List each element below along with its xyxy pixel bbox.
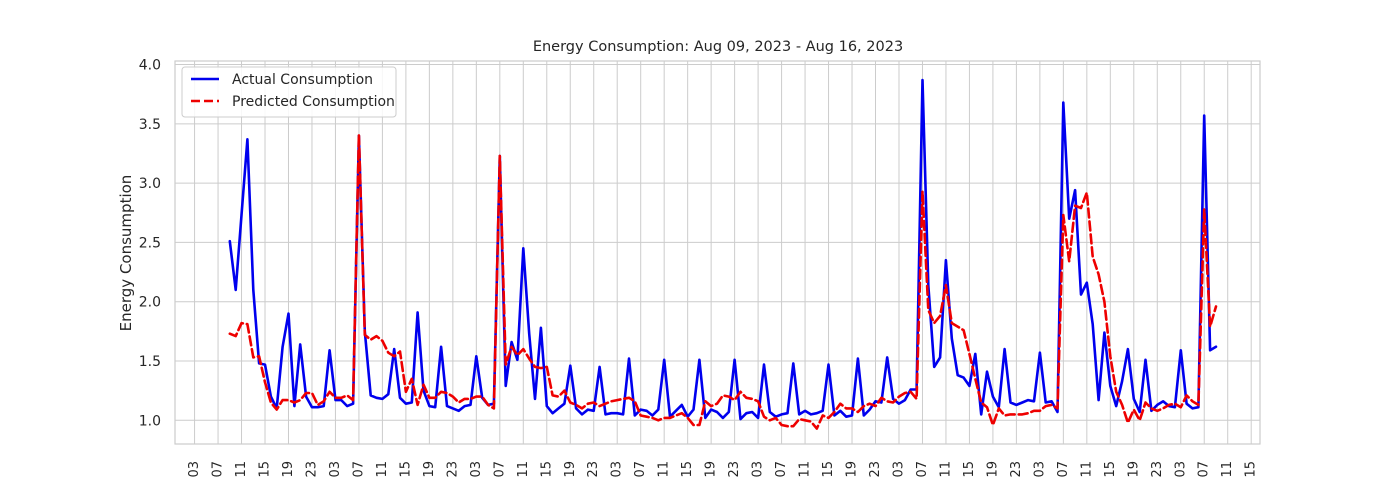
plot-frame bbox=[174, 60, 1261, 445]
x-tick-label: 19 bbox=[985, 461, 1000, 478]
x-tick-label: 07 bbox=[351, 461, 366, 478]
x-tick-label: 19 bbox=[422, 461, 437, 478]
x-tick-label: 11 bbox=[657, 461, 672, 478]
x-tick-label: 23 bbox=[868, 461, 883, 478]
x-tick-label: 03 bbox=[187, 461, 202, 478]
series-layer bbox=[228, 78, 1218, 430]
x-tick-label: 15 bbox=[1244, 461, 1259, 478]
x-tick-label: 19 bbox=[563, 461, 578, 478]
legend-label-predicted: Predicted Consumption bbox=[232, 94, 395, 110]
x-tick-label: 07 bbox=[915, 461, 930, 478]
x-tick-label: 11 bbox=[1079, 461, 1094, 478]
x-tick-label: 23 bbox=[1009, 461, 1024, 478]
x-tick-label: 19 bbox=[845, 461, 860, 478]
chart-title: Energy Consumption: Aug 09, 2023 - Aug 1… bbox=[533, 39, 903, 55]
x-tick-label: 07 bbox=[492, 461, 507, 478]
x-tick-label: 11 bbox=[375, 461, 390, 478]
x-tick-label: 23 bbox=[1150, 461, 1165, 478]
legend-label-actual: Actual Consumption bbox=[232, 72, 373, 88]
y-tick-label: 1.0 bbox=[139, 413, 161, 429]
legend-box bbox=[181, 66, 397, 118]
x-tick-label: 15 bbox=[962, 461, 977, 478]
x-tick-label: 23 bbox=[304, 461, 319, 478]
x-tick-label: 03 bbox=[328, 461, 343, 478]
x-tick-label: 15 bbox=[398, 461, 413, 478]
y-tick-label: 4.0 bbox=[139, 58, 161, 74]
x-tick-label: 23 bbox=[586, 461, 601, 478]
y-tick-label: 3.5 bbox=[139, 117, 161, 133]
y-tick-label: 1.5 bbox=[139, 354, 161, 370]
x-tick-label: 03 bbox=[1173, 461, 1188, 478]
y-tick-label: 3.0 bbox=[139, 176, 161, 192]
x-tick-label: 11 bbox=[234, 461, 249, 478]
actual-consumption-line bbox=[228, 78, 1218, 421]
x-tick-label: 19 bbox=[1126, 461, 1141, 478]
x-tick-label: 23 bbox=[445, 461, 460, 478]
y-axis-label: Energy Consumption bbox=[117, 175, 135, 332]
tick-layer: 1.0 1.5 2.0 2.5 3.0 3.5 4.0 03 07 11 15 19 23 03 07 11 1… bbox=[139, 58, 1259, 478]
y-tick-label: 2.5 bbox=[139, 235, 161, 251]
x-tick-label: 03 bbox=[610, 461, 625, 478]
x-tick-label: 03 bbox=[891, 461, 906, 478]
x-tick-label: 07 bbox=[1056, 461, 1071, 478]
x-tick-label: 19 bbox=[704, 461, 719, 478]
x-tick-label: 07 bbox=[774, 461, 789, 478]
x-tick-label: 07 bbox=[1197, 461, 1212, 478]
x-tick-label: 07 bbox=[211, 461, 226, 478]
x-tick-label: 11 bbox=[798, 461, 813, 478]
y-tick-label: 2.0 bbox=[139, 295, 161, 311]
x-tick-label: 11 bbox=[1220, 461, 1235, 478]
predicted-consumption-line bbox=[228, 133, 1218, 430]
x-tick-label: 11 bbox=[516, 461, 531, 478]
x-tick-label: 15 bbox=[821, 461, 836, 478]
x-tick-label: 23 bbox=[727, 461, 742, 478]
x-tick-label: 15 bbox=[680, 461, 695, 478]
x-tick-label: 15 bbox=[539, 461, 554, 478]
x-tick-label: 15 bbox=[258, 461, 273, 478]
x-tick-label: 19 bbox=[281, 461, 296, 478]
x-tick-label: 03 bbox=[1032, 461, 1047, 478]
legend: Actual Consumption Predicted Consumption bbox=[181, 66, 397, 118]
x-tick-label: 11 bbox=[938, 461, 953, 478]
x-tick-label: 07 bbox=[633, 461, 648, 478]
x-tick-label: 15 bbox=[1103, 461, 1118, 478]
x-tick-label: 03 bbox=[469, 461, 484, 478]
x-tick-label: 03 bbox=[751, 461, 766, 478]
